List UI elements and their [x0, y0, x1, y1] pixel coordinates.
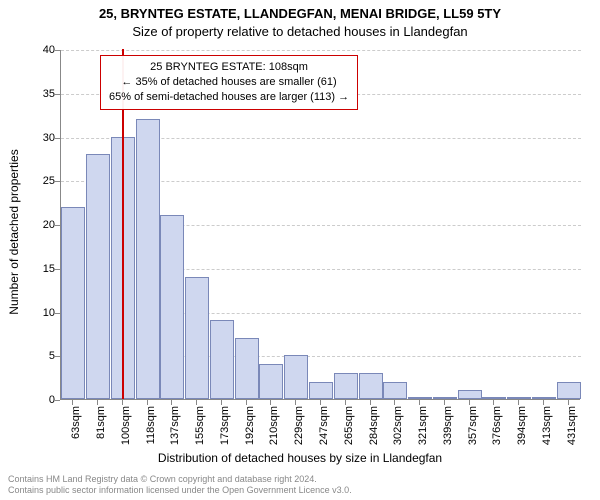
- x-tick: [171, 400, 172, 405]
- histogram-bar: [458, 390, 482, 399]
- x-tick: [493, 400, 494, 405]
- histogram-bar: [61, 207, 85, 400]
- chart-title-line2: Size of property relative to detached ho…: [0, 24, 600, 39]
- x-tick: [221, 400, 222, 405]
- grid-line: [61, 50, 581, 51]
- footer-line2: Contains public sector information licen…: [8, 485, 352, 496]
- y-tick-label: 35: [43, 88, 55, 100]
- y-tick-label: 30: [43, 132, 55, 144]
- footer-line1: Contains HM Land Registry data © Crown c…: [8, 474, 352, 485]
- histogram-bar: [185, 277, 209, 400]
- histogram-bar: [334, 373, 358, 399]
- histogram-bar: [86, 154, 110, 399]
- y-tick: [55, 269, 60, 270]
- x-tick: [568, 400, 569, 405]
- histogram-bar: [507, 397, 531, 399]
- y-tick: [55, 400, 60, 401]
- histogram-bar: [160, 215, 184, 399]
- x-tick: [469, 400, 470, 405]
- histogram-bar: [482, 397, 506, 399]
- histogram-bar: [284, 355, 308, 399]
- histogram-bar: [557, 382, 581, 400]
- histogram-bar: [309, 382, 333, 400]
- y-tick: [55, 225, 60, 226]
- x-tick: [370, 400, 371, 405]
- x-tick: [419, 400, 420, 405]
- histogram-bar: [136, 119, 160, 399]
- y-tick: [55, 50, 60, 51]
- x-tick: [295, 400, 296, 405]
- y-axis-title: Number of detached properties: [7, 149, 21, 314]
- y-tick-label: 0: [49, 394, 55, 406]
- annotation-line2: ← 35% of detached houses are smaller (61…: [109, 75, 349, 90]
- histogram-bar: [359, 373, 383, 399]
- annotation-line3: 65% of semi-detached houses are larger (…: [109, 90, 349, 105]
- x-tick: [246, 400, 247, 405]
- y-tick-label: 10: [43, 307, 55, 319]
- chart-title-line1: 25, BRYNTEG ESTATE, LLANDEGFAN, MENAI BR…: [0, 6, 600, 21]
- x-tick: [270, 400, 271, 405]
- y-tick: [55, 138, 60, 139]
- y-tick-label: 15: [43, 263, 55, 275]
- histogram-bar: [383, 382, 407, 400]
- x-tick: [196, 400, 197, 405]
- x-tick: [320, 400, 321, 405]
- x-tick: [345, 400, 346, 405]
- x-tick: [72, 400, 73, 405]
- y-tick-label: 25: [43, 175, 55, 187]
- y-tick-label: 5: [49, 350, 55, 362]
- histogram-bar: [433, 397, 457, 399]
- histogram-bar: [235, 338, 259, 399]
- x-axis-title: Distribution of detached houses by size …: [0, 451, 600, 465]
- annotation-line1: 25 BRYNTEG ESTATE: 108sqm: [109, 60, 349, 75]
- y-tick: [55, 181, 60, 182]
- x-tick: [444, 400, 445, 405]
- histogram-bar: [532, 397, 556, 399]
- y-tick: [55, 313, 60, 314]
- footer-text: Contains HM Land Registry data © Crown c…: [8, 474, 352, 497]
- histogram-bar: [259, 364, 283, 399]
- x-tick: [97, 400, 98, 405]
- y-tick: [55, 94, 60, 95]
- y-tick-label: 20: [43, 219, 55, 231]
- x-tick: [543, 400, 544, 405]
- histogram-bar: [408, 397, 432, 399]
- y-tick: [55, 356, 60, 357]
- histogram-bar: [210, 320, 234, 399]
- x-tick: [518, 400, 519, 405]
- annotation-box: 25 BRYNTEG ESTATE: 108sqm ← 35% of detac…: [100, 55, 358, 110]
- y-tick-label: 40: [43, 44, 55, 56]
- x-tick: [122, 400, 123, 405]
- x-tick: [394, 400, 395, 405]
- x-tick: [147, 400, 148, 405]
